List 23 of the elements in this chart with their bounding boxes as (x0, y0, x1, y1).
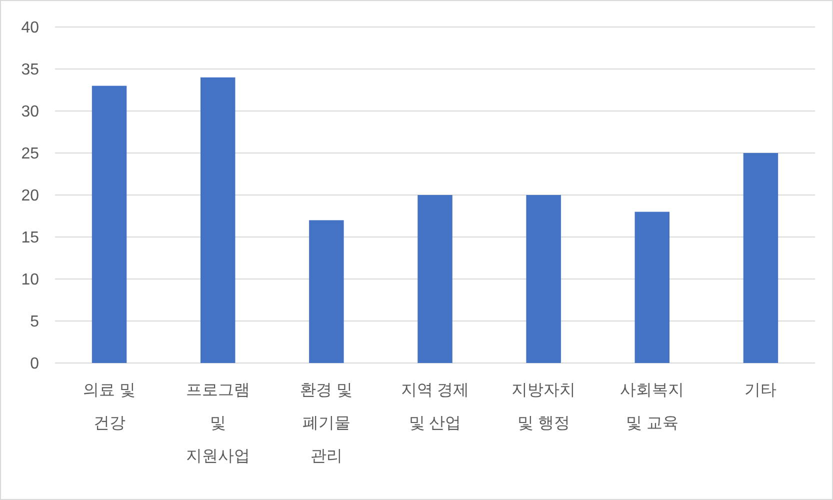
x-tick-label: 사회복지 및 교육 (620, 382, 684, 432)
x-tick-label: 의료 및 건강 (83, 382, 136, 432)
bar (200, 77, 236, 363)
bar (309, 220, 344, 363)
y-tick-label: 35 (21, 62, 40, 79)
x-tick-label: 프로그램 및 지원사업 (186, 382, 250, 465)
x-tick-label: 지역 경제 및 산업 (400, 382, 470, 432)
bar (634, 212, 670, 363)
y-tick-label: 15 (21, 230, 40, 247)
bar (92, 86, 127, 363)
y-tick-label: 5 (30, 314, 40, 331)
y-tick-label: 20 (21, 188, 40, 205)
x-tick-label: 환경 및 폐기물 관리 (300, 382, 353, 465)
y-tick-label: 10 (21, 272, 40, 289)
bar (526, 195, 561, 363)
y-tick-label: 25 (21, 146, 40, 163)
bar (743, 153, 778, 363)
x-tick-label: 지방자치 및 행정 (512, 382, 576, 432)
bar (418, 195, 452, 363)
y-tick-label: 30 (21, 104, 40, 121)
y-tick-label: 0 (30, 356, 40, 373)
y-tick-label: 40 (21, 20, 40, 37)
x-tick-label: 기타 (744, 382, 777, 399)
